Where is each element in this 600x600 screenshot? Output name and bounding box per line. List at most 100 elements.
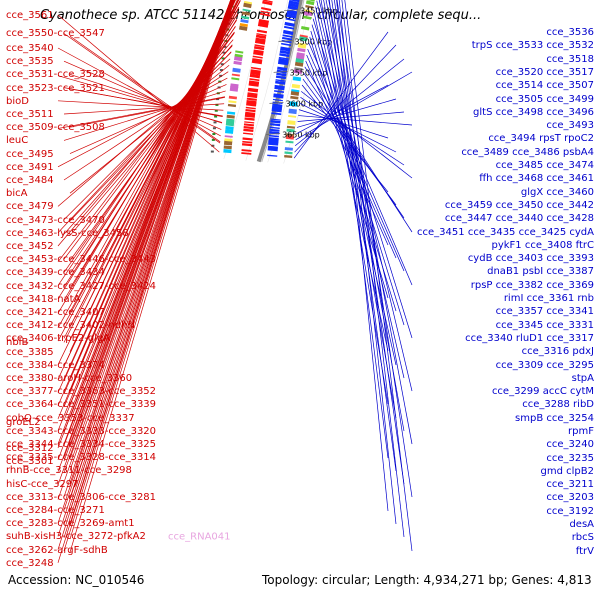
forward-gene-label-row: cce_3284-cce_3271 (6, 505, 105, 516)
reverse-gene-label: cce_3468 (492, 173, 543, 184)
reverse-gene-label: rpoC2 (561, 133, 594, 144)
forward-gene-label-row: cce_3262-argF-sdhB (6, 545, 108, 556)
forward-gene-label-row: cce_3452 (6, 241, 54, 252)
reverse-gene-label-row: rpmF (568, 426, 594, 437)
forward-gene-label: cce_3262 (6, 545, 54, 556)
feature-dot (219, 69, 223, 72)
reverse-leader-line (320, 0, 389, 405)
reverse-gene-label: pdxJ (569, 346, 594, 357)
forward-gene-label-row: cce_3283-cce_3269-amt1 (6, 518, 135, 529)
reverse-cog-block (294, 61, 304, 67)
reverse-leader-line (341, 0, 405, 538)
forward-gene-label: cce_3412 (6, 320, 54, 331)
forward-gene-label: cce_3385 (6, 347, 54, 358)
reverse-gene-label: cce_3288 (522, 399, 570, 410)
forward-gene-label: cce_3301 (6, 456, 54, 467)
forward-gene-label: cce_3439 (6, 267, 54, 278)
reverse-leader-line (331, 0, 397, 472)
reverse-gene-label: gmd (541, 466, 563, 477)
reverse-gene-label-row: cce_3340 rluD1 cce_3317 (465, 333, 594, 344)
forward-cog-block (243, 2, 252, 9)
forward-leader-line (69, 0, 234, 418)
reverse-gene-label: cce_3357 (496, 306, 544, 317)
reverse-gene-label: rluD1 (513, 333, 543, 344)
reverse-leader-line (307, 48, 405, 272)
reverse-gene-label: cce_3474 (543, 160, 594, 171)
reverse-gene-label: desA (569, 519, 594, 530)
reverse-gene-label: cce_3533 (492, 40, 543, 51)
reverse-gene-label-row: desA (569, 519, 594, 530)
forward-gene-label: cce_3473 (6, 215, 54, 226)
reverse-gene-label: cce_3435 (465, 227, 516, 238)
reverse-gene-label: cce_3499 (543, 94, 594, 105)
reverse-gene-label: rpsT (536, 133, 562, 144)
forward-gene-label: -glgA (84, 333, 110, 344)
forward-gene-label: rhnB (6, 465, 30, 476)
reverse-gene-label-row: cce_3309 cce_3295 (496, 360, 594, 371)
accession-label: Accession: NC_010546 (8, 573, 145, 587)
reverse-gene-label: cce_3505 (496, 94, 544, 105)
reverse-gene-label: cce_3493 (546, 120, 594, 131)
feature-dot (221, 57, 225, 60)
forward-gene-label-row: cce_3484 (6, 175, 54, 186)
reverse-gene-label-row: cce_3459 cce_3450 cce_3442 (445, 200, 594, 211)
forward-gene-label: -cce_3443 (105, 254, 156, 265)
reverse-gene-label: cce_3254 (543, 413, 594, 424)
forward-gene-label: -cce_3547 (54, 28, 105, 39)
reverse-leader-line (333, 0, 405, 485)
forward-gene-label-row: cce_3335-cce_3328-cce_3314 (6, 452, 156, 463)
reverse-leader-line (338, 0, 397, 525)
reverse-gene-label: cce_3361 (523, 293, 574, 304)
forward-gene-label-row: cce_3412-cce_3402-ndhN (6, 320, 135, 331)
forward-gene-label-row: cce_3561 (6, 10, 54, 21)
reverse-gene-label: cce_3316 (522, 346, 570, 357)
reverse-leader-line (304, 66, 413, 233)
reverse-gene-label: ftrV (576, 546, 594, 557)
reverse-gene-label: cce_3532 (543, 40, 594, 51)
forward-cog-block (241, 11, 251, 16)
backbone-ring (256, 0, 303, 163)
feature-dot (211, 144, 215, 147)
reverse-gene-label-row: dnaB1 psbI cce_3387 (487, 266, 594, 277)
reverse-cog-block (295, 57, 304, 64)
forward-gene-label: cce_3283 (6, 518, 54, 529)
forward-gene-label: groEL2 (6, 417, 41, 428)
forward-gene-label: -argF (54, 545, 80, 556)
reverse-gene-label: cce_3520 (496, 67, 544, 78)
reverse-cog-block (290, 90, 300, 96)
forward-gene-label: nblB (6, 337, 28, 348)
forward-gene-label: suhB-xisH3 (6, 531, 62, 542)
reverse-gene-label: stpA (572, 373, 594, 384)
reverse-leader-line (328, 0, 413, 445)
reverse-gene-label: cce_3211 (546, 479, 594, 490)
forward-gene-label: bioD (6, 96, 29, 107)
forward-gene-label: cce_3384 (6, 360, 54, 371)
reverse-gene-label-row: cce_3505 cce_3499 (496, 94, 594, 105)
forward-gene-label: -cce_3407 (54, 307, 105, 318)
reverse-cog-block (297, 47, 306, 53)
forward-gene-label: cce_3343 (6, 426, 54, 437)
reverse-gene-label: cce_3450 (492, 200, 543, 211)
reverse-gene-label-row: ffh cce_3468 cce_3461 (479, 173, 594, 184)
reverse-gene-label: cce_3489 (461, 147, 509, 158)
forward-gene-label: cce_3540 (6, 43, 54, 54)
forward-gene-label: -natA (54, 294, 81, 305)
reverse-gene-label: cce_3345 (496, 320, 544, 331)
reverse-gene-label: psbA4 (560, 147, 594, 158)
forward-leader-line (57, 0, 232, 524)
feature-dot (213, 121, 217, 124)
feature-dot (214, 109, 218, 112)
forward-gene-block (254, 39, 266, 45)
reverse-gene-label: cce_3387 (543, 266, 594, 277)
reverse-gene-label: cce_3440 (492, 213, 543, 224)
forward-gene-label: cce_3523 (6, 83, 54, 94)
forward-gene-label: -cce_3325 (105, 439, 156, 450)
forward-gene-label: cce_3484 (6, 175, 54, 186)
forward-gene-label: cce_3535 (6, 56, 54, 67)
reverse-leader-line (336, 0, 413, 498)
reverse-gene-label: cce_3309 (496, 360, 544, 371)
reverse-gene-label-row: ftrV (576, 546, 594, 557)
reverse-gene-label: cce_3408 (522, 240, 573, 251)
forward-cog-block (240, 18, 249, 24)
reverse-gene-label-row: trpS cce_3533 cce_3532 (472, 40, 594, 51)
